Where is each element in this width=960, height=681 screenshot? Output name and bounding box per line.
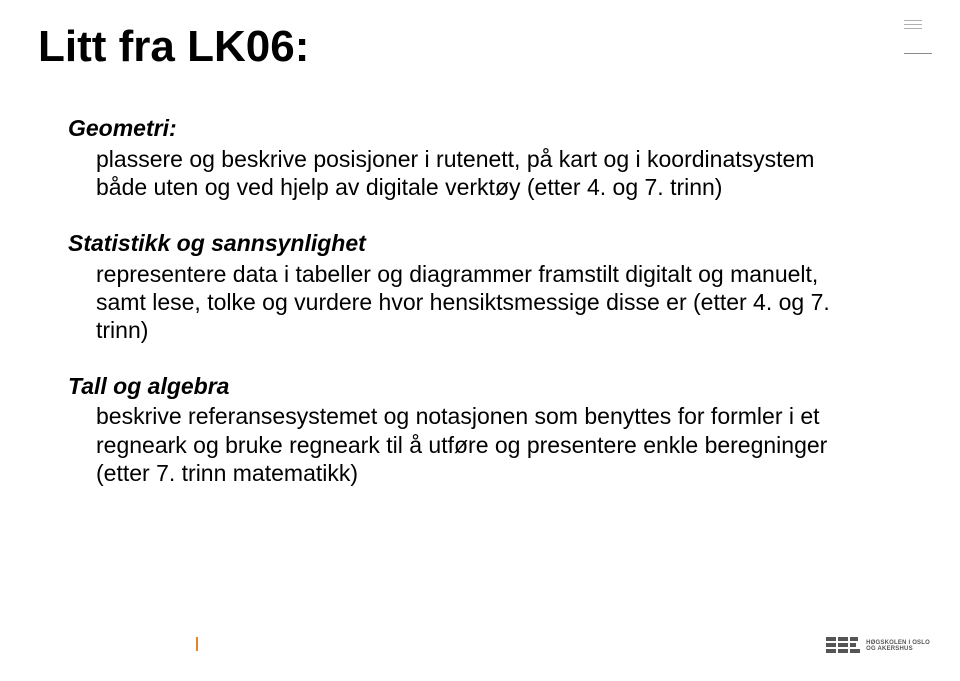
- logo-text-line1: HØGSKOLEN I OSLO: [866, 640, 930, 647]
- section-heading-statistikk: Statistikk og sannsynlighet: [68, 229, 838, 258]
- slide: Litt fra LK06: Geometri: plassere og bes…: [0, 0, 960, 681]
- slide-title: Litt fra LK06:: [38, 22, 309, 72]
- logo-text: HØGSKOLEN I OSLO OG AKERSHUS: [866, 640, 930, 653]
- logo-text-line2: OG AKERSHUS: [866, 646, 930, 653]
- section-heading-tall-algebra: Tall og algebra: [68, 372, 838, 401]
- content-area: Geometri: plassere og beskrive posisjone…: [68, 114, 838, 487]
- corner-decor-icon: [904, 20, 932, 57]
- institution-logo: HØGSKOLEN I OSLO OG AKERSHUS: [826, 637, 930, 653]
- section-body-tall-algebra: beskrive referansesystemet og notasjonen…: [96, 402, 838, 458]
- section-body-statistikk: representere data i tabeller og diagramm…: [96, 260, 838, 344]
- footer-accent-mark: [196, 637, 198, 651]
- section-heading-geometri: Geometri:: [68, 114, 838, 143]
- section-body-geometri: plassere og beskrive posisjoner i rutene…: [96, 145, 838, 201]
- section-foot-tall-algebra: (etter 7. trinn matematikk): [96, 459, 838, 487]
- logo-glyph-icon: [826, 637, 860, 653]
